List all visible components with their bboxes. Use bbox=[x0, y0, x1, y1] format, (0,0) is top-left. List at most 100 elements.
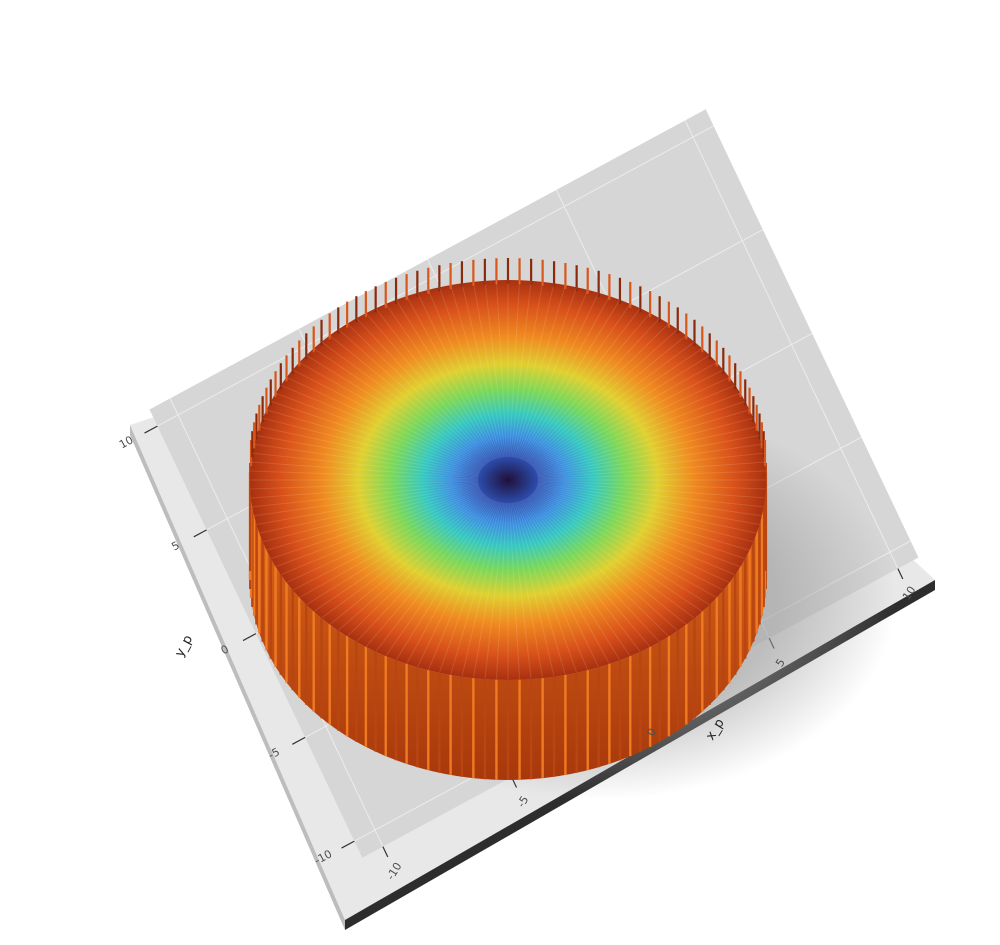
ridge bbox=[329, 496, 488, 625]
ridge bbox=[527, 329, 679, 464]
ridge bbox=[511, 502, 544, 679]
y-tick bbox=[341, 840, 355, 849]
ridge bbox=[532, 492, 724, 591]
ridge bbox=[518, 292, 600, 459]
ridge bbox=[537, 481, 765, 499]
ridge bbox=[495, 280, 508, 458]
ridge bbox=[251, 461, 479, 479]
ridge bbox=[416, 292, 498, 459]
ridge bbox=[375, 308, 494, 461]
ridge bbox=[510, 502, 532, 680]
ridge bbox=[526, 497, 670, 637]
ridge bbox=[395, 500, 496, 661]
ridge bbox=[527, 496, 679, 631]
ridge bbox=[535, 487, 750, 551]
ridge bbox=[262, 417, 480, 474]
plate-side bbox=[130, 425, 345, 930]
x-tick-label: 10 bbox=[900, 584, 918, 603]
ridge bbox=[406, 295, 497, 460]
ridge bbox=[528, 496, 687, 625]
ridge bbox=[514, 502, 566, 676]
x-tick bbox=[897, 568, 904, 580]
ridge bbox=[275, 489, 482, 568]
ridge bbox=[529, 341, 695, 465]
ridge bbox=[537, 483, 762, 517]
ridge bbox=[537, 470, 766, 480]
ridge bbox=[534, 490, 736, 576]
ridge bbox=[508, 280, 521, 458]
y-tick-label: -5 bbox=[266, 745, 282, 762]
ridge bbox=[256, 435, 479, 476]
ridge bbox=[495, 502, 508, 680]
ridge bbox=[346, 323, 490, 463]
ridge bbox=[275, 392, 482, 471]
ridge bbox=[519, 500, 610, 665]
ridge bbox=[416, 501, 498, 668]
ridge bbox=[537, 435, 760, 476]
ridge bbox=[532, 362, 717, 467]
ridge bbox=[518, 501, 600, 668]
ridge bbox=[251, 481, 479, 499]
ridge bbox=[536, 485, 757, 534]
ridge bbox=[516, 289, 589, 459]
ridge bbox=[292, 492, 484, 591]
y-tick bbox=[144, 425, 158, 434]
ridge bbox=[536, 417, 754, 474]
ridge bbox=[259, 485, 480, 534]
surface-render bbox=[248, 258, 896, 800]
ridge bbox=[516, 501, 589, 671]
ridge bbox=[266, 487, 481, 551]
ridge bbox=[280, 384, 482, 470]
ridge bbox=[510, 280, 532, 458]
ridge bbox=[525, 317, 661, 462]
ridge bbox=[525, 498, 661, 643]
ridge bbox=[519, 295, 610, 460]
ridge bbox=[438, 502, 501, 673]
ridge bbox=[537, 452, 764, 478]
surface-top bbox=[250, 280, 766, 680]
ridge bbox=[306, 493, 485, 606]
ridge bbox=[365, 312, 492, 462]
ridge bbox=[536, 486, 754, 543]
ridge bbox=[531, 354, 710, 467]
ridge bbox=[531, 493, 710, 606]
ridge bbox=[427, 289, 500, 459]
ridge bbox=[299, 493, 484, 598]
ridge bbox=[270, 488, 481, 560]
ridge bbox=[329, 335, 488, 464]
ridge bbox=[252, 482, 479, 508]
ridge bbox=[262, 486, 480, 543]
ridge bbox=[524, 312, 651, 462]
ridge bbox=[522, 308, 641, 461]
ridge bbox=[461, 502, 504, 677]
ridge bbox=[521, 499, 631, 657]
ridge bbox=[526, 323, 670, 463]
ridge bbox=[529, 495, 695, 619]
ridge bbox=[266, 409, 481, 473]
ridge bbox=[522, 499, 641, 652]
ridge bbox=[484, 280, 506, 458]
wall bbox=[250, 480, 766, 780]
ridge bbox=[533, 376, 730, 469]
ridge bbox=[461, 283, 504, 458]
ridge bbox=[524, 498, 651, 648]
ridge bbox=[355, 317, 491, 462]
ridge bbox=[532, 369, 724, 468]
ridge bbox=[254, 483, 479, 517]
ridge bbox=[321, 495, 487, 619]
ridge bbox=[514, 284, 566, 458]
ridge bbox=[537, 461, 765, 479]
ridge bbox=[375, 499, 494, 652]
ridge bbox=[512, 283, 555, 458]
ridge bbox=[515, 502, 578, 673]
ridge bbox=[365, 498, 492, 648]
ridge bbox=[472, 502, 505, 679]
ridge bbox=[250, 470, 479, 480]
ridge bbox=[427, 501, 500, 671]
ridge bbox=[532, 493, 717, 598]
ridge bbox=[536, 426, 757, 475]
ridge bbox=[530, 347, 703, 466]
ridge bbox=[512, 502, 555, 677]
